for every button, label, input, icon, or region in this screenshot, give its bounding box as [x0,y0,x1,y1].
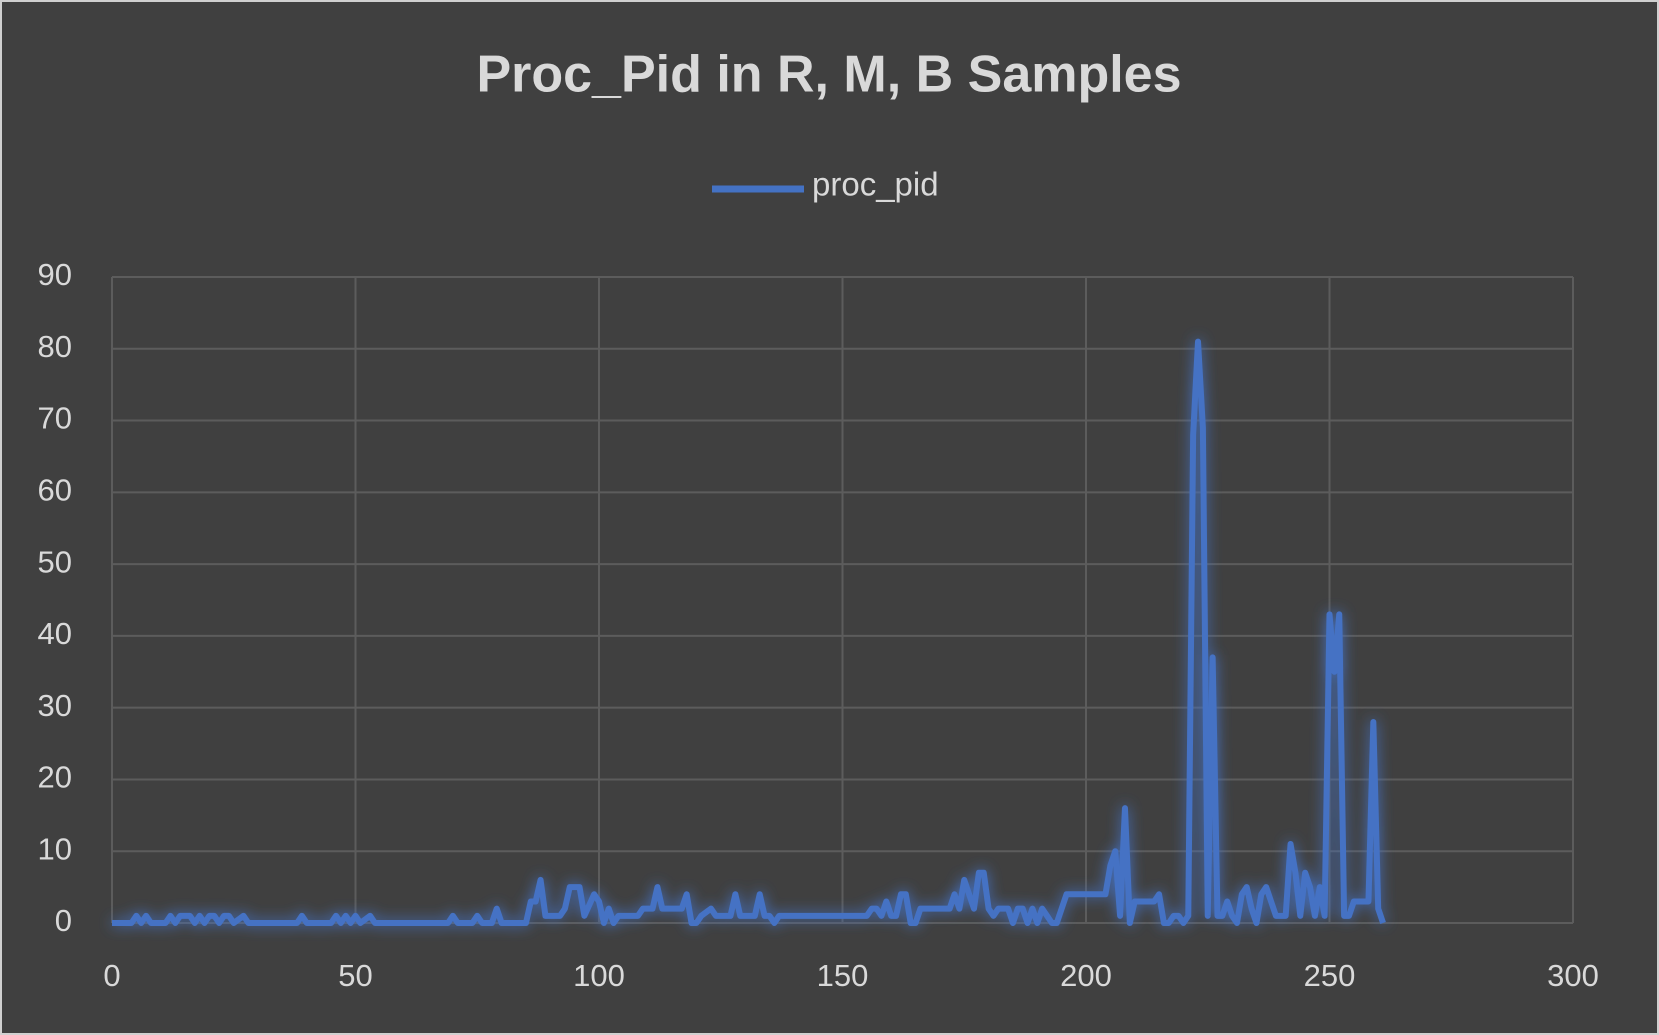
y-tick-label: 50 [38,544,72,579]
x-tick-label: 250 [1304,958,1356,993]
x-tick-label: 300 [1547,958,1599,993]
x-tick-label: 200 [1060,958,1112,993]
x-tick-label: 100 [573,958,625,993]
x-tick-label: 50 [338,958,372,993]
y-tick-label: 10 [38,831,72,866]
data-line [112,338,1386,926]
x-tick-label: 150 [817,958,869,993]
x-tick-label: 0 [103,958,120,993]
y-tick-label: 30 [38,688,72,723]
y-tick-label: 20 [38,760,72,795]
y-tick-label: 80 [38,329,72,364]
y-tick-label: 40 [38,616,72,651]
chart-title: Proc_Pid in R, M, B Samples [476,46,1181,104]
y-tick-label: 90 [38,257,72,292]
y-tick-label: 60 [38,473,72,508]
legend-label: proc_pid [812,166,939,203]
y-tick-label: 70 [38,401,72,436]
y-tick-label: 0 [55,903,72,938]
